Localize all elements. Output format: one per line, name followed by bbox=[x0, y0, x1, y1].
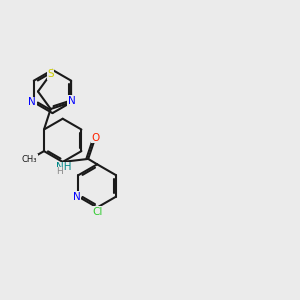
Text: NH: NH bbox=[56, 162, 72, 172]
Text: H: H bbox=[56, 167, 63, 176]
Text: N: N bbox=[28, 97, 36, 107]
Text: O: O bbox=[92, 133, 100, 143]
Text: N: N bbox=[68, 96, 76, 106]
Text: N: N bbox=[73, 192, 81, 202]
Text: S: S bbox=[47, 69, 54, 79]
Text: Cl: Cl bbox=[92, 207, 102, 217]
Text: CH₃: CH₃ bbox=[22, 155, 38, 164]
